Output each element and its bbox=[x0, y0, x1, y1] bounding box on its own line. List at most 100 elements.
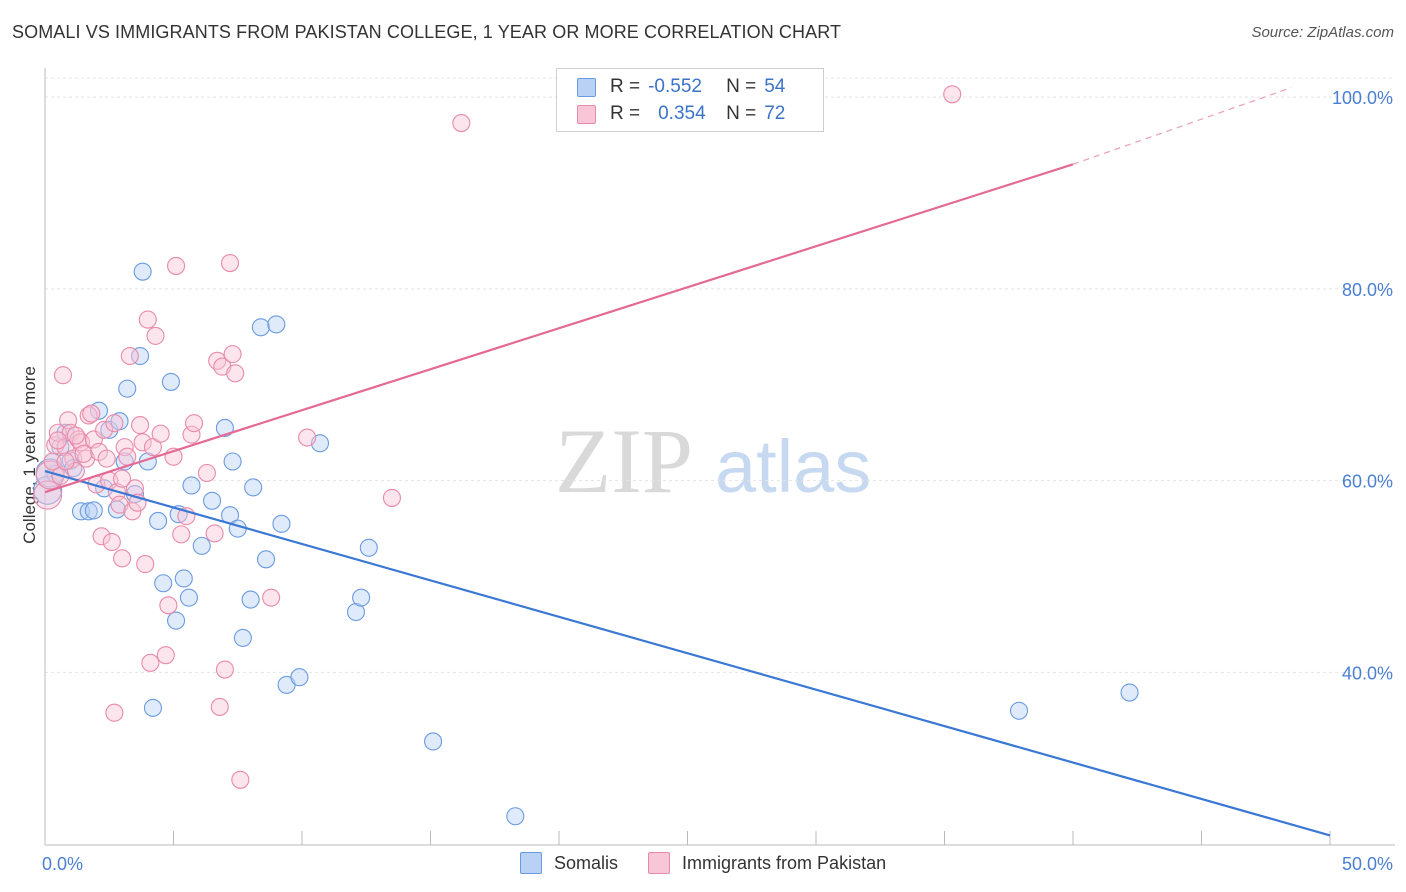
somali-point-47 bbox=[352, 588, 371, 607]
somali-point-41 bbox=[267, 315, 286, 334]
somali-point-40 bbox=[256, 550, 276, 569]
pakistan-point-51 bbox=[205, 524, 224, 543]
pakistan-point-64 bbox=[943, 85, 962, 104]
somali-point-31 bbox=[203, 491, 222, 510]
somali-point-50 bbox=[506, 807, 525, 826]
pakistan-point-34 bbox=[131, 416, 150, 435]
pakistan-swatch bbox=[577, 104, 596, 124]
somali-point-52 bbox=[1120, 683, 1139, 702]
pakistan-point-20 bbox=[92, 527, 111, 546]
somali-point-38 bbox=[244, 478, 263, 497]
r-label: R = bbox=[610, 76, 641, 97]
pakistan-legend-swatch bbox=[648, 852, 671, 874]
x-tick-label-0: 0.0% bbox=[42, 854, 83, 874]
pakistan-point-70 bbox=[66, 426, 85, 445]
somali-point-28 bbox=[179, 588, 198, 607]
somali-point-18 bbox=[131, 346, 150, 366]
legend-item-pakistan[interactable]: Immigrants from Pakistan bbox=[648, 852, 886, 874]
pakistan-point-60 bbox=[262, 588, 281, 607]
pakistan-point-45 bbox=[167, 256, 186, 275]
somalis-legend-swatch bbox=[520, 852, 542, 874]
somali-point-9 bbox=[84, 501, 103, 520]
r-label: R = bbox=[610, 103, 641, 124]
somali-point-42 bbox=[272, 514, 291, 533]
somali-point-32 bbox=[215, 418, 234, 437]
pakistan-point-61 bbox=[298, 428, 317, 447]
pakistan-point-35 bbox=[133, 433, 152, 452]
somali-point-48 bbox=[359, 538, 378, 557]
pakistan-point-40 bbox=[146, 326, 165, 345]
legend-label-somalis: Somalis bbox=[554, 852, 619, 873]
pakistan-point-50 bbox=[197, 463, 216, 483]
pakistan-point-65 bbox=[105, 703, 124, 722]
somali-point-34 bbox=[223, 452, 242, 471]
pakistan-point-21 bbox=[95, 420, 114, 439]
pakistan-trendline-extension bbox=[1072, 86, 1292, 165]
somali-point-22 bbox=[149, 511, 168, 530]
somali-point-24 bbox=[161, 372, 180, 391]
source-note: Source: ZipAtlas.com bbox=[1251, 24, 1394, 41]
somali-point-49 bbox=[424, 732, 443, 751]
pakistan-point-23 bbox=[102, 532, 121, 552]
pakistan-point-41 bbox=[151, 424, 170, 443]
pakistan-point-46 bbox=[172, 525, 191, 544]
pakistan-point-19 bbox=[89, 442, 109, 461]
pakistan-point-63 bbox=[452, 114, 471, 133]
watermark-zip: ZIP bbox=[555, 410, 693, 512]
somalis-n-value: 54 bbox=[764, 76, 786, 97]
somali-point-29 bbox=[182, 476, 201, 495]
legend-row-pakistan: R = 0.354 N = 72 bbox=[577, 102, 785, 126]
legend-label-pakistan: Immigrants from Pakistan bbox=[682, 852, 887, 873]
pakistan-point-62 bbox=[382, 488, 402, 507]
pakistan-trendline bbox=[44, 163, 1074, 494]
somali-point-35 bbox=[228, 519, 247, 538]
pakistan-point-29 bbox=[118, 447, 137, 466]
somali-point-23 bbox=[154, 574, 173, 593]
somali-trendline bbox=[44, 470, 1331, 837]
pakistan-point-38 bbox=[141, 653, 160, 672]
pakistan-point-53 bbox=[210, 697, 229, 716]
somali-point-16 bbox=[118, 379, 137, 398]
pakistan-point-56 bbox=[223, 345, 242, 364]
series-legend: Somalis Immigrants from Pakistan bbox=[520, 852, 916, 874]
pakistan-point-48 bbox=[182, 425, 201, 444]
pakistan-n-value: 72 bbox=[764, 103, 786, 124]
pakistan-point-52 bbox=[208, 351, 227, 370]
somalis-swatch bbox=[577, 77, 596, 97]
legend-item-somalis[interactable]: Somalis bbox=[520, 852, 618, 874]
n-label: N = bbox=[726, 103, 757, 124]
somali-point-27 bbox=[174, 569, 193, 588]
x-tick-label-50: 50.0% bbox=[1342, 854, 1393, 874]
pakistan-point-6 bbox=[53, 366, 73, 385]
pakistan-point-4 bbox=[48, 423, 67, 442]
somali-point-19 bbox=[133, 262, 152, 281]
pakistan-point-36 bbox=[136, 555, 155, 574]
somali-point-7 bbox=[71, 502, 91, 521]
pakistan-point-59 bbox=[220, 253, 240, 273]
somali-point-21 bbox=[143, 698, 162, 717]
chart-title: SOMALI VS IMMIGRANTS FROM PAKISTAN COLLE… bbox=[12, 22, 842, 42]
pakistan-point-49 bbox=[185, 414, 204, 433]
pakistan-point-42 bbox=[156, 646, 175, 665]
y-tick-label-100: 100.0% bbox=[1332, 88, 1393, 108]
pakistan-point-69 bbox=[113, 469, 132, 488]
y-tick-label-60: 60.0% bbox=[1342, 472, 1393, 492]
pakistan-point-57 bbox=[226, 364, 245, 383]
pakistan-point-71 bbox=[56, 452, 75, 471]
somali-point-44 bbox=[290, 668, 309, 687]
pakistan-point-30 bbox=[120, 346, 139, 366]
pakistan-point-55 bbox=[215, 660, 234, 679]
somali-point-25 bbox=[167, 611, 186, 630]
legend-row-somalis: R = -0.552 N = 54 bbox=[577, 75, 785, 99]
somali-point-37 bbox=[241, 590, 260, 609]
y-tick-label-40: 40.0% bbox=[1342, 663, 1393, 683]
watermark-atlas: atlas bbox=[715, 425, 871, 508]
pakistan-point-68 bbox=[97, 449, 116, 468]
correlation-legend: R = -0.552 N = 54 R = 0.354 N = 72 bbox=[556, 68, 824, 132]
pakistan-point-16 bbox=[82, 404, 101, 423]
pakistan-point-67 bbox=[74, 444, 93, 463]
pakistan-point-27 bbox=[113, 549, 132, 568]
somalis-r-value: -0.552 bbox=[648, 76, 702, 97]
somali-point-8 bbox=[79, 502, 98, 521]
